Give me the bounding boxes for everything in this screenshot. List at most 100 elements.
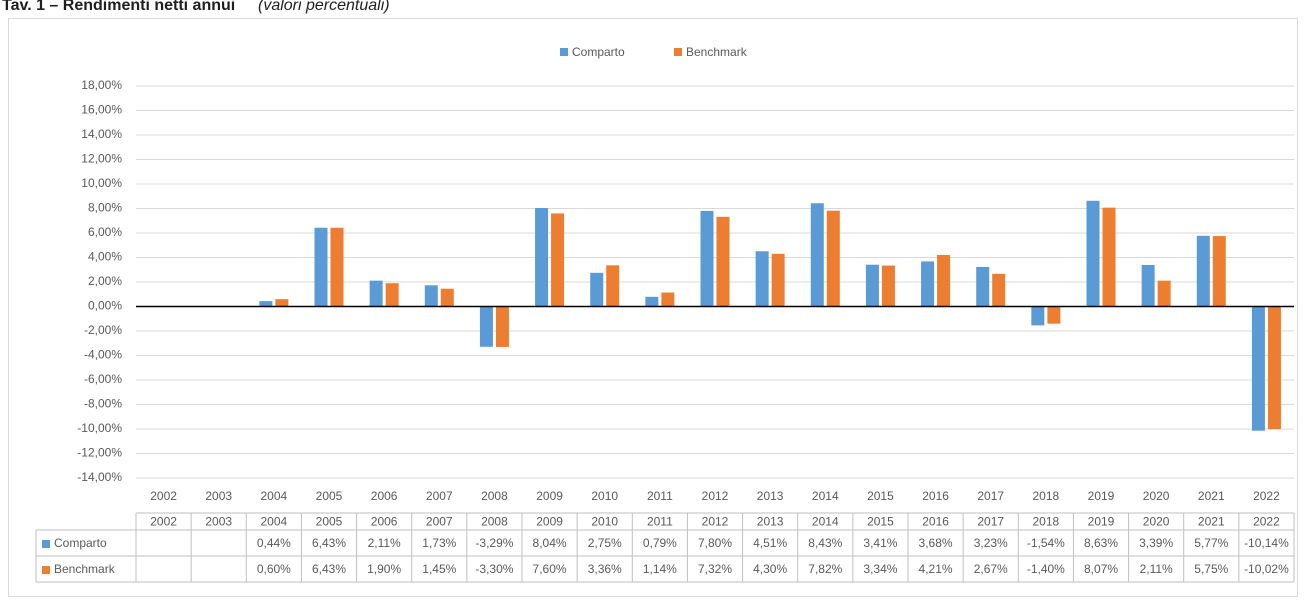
bar <box>771 253 785 307</box>
y-tick-label: 16,00% <box>81 103 122 117</box>
table-cell: 0,79% <box>643 536 677 550</box>
x-tick-label: 2019 <box>1088 489 1115 503</box>
table-row-label: Benchmark <box>54 562 116 576</box>
x-tick-label: 2020 <box>1143 489 1170 503</box>
table-header-cell: 2021 <box>1198 515 1225 529</box>
table-header-cell: 2015 <box>867 515 894 529</box>
x-tick-label: 2010 <box>591 489 618 503</box>
table-header-cell: 2017 <box>977 515 1004 529</box>
bar <box>645 296 659 307</box>
bar <box>755 251 769 307</box>
x-tick-label: 2007 <box>426 489 453 503</box>
x-tick-label: 2012 <box>702 489 729 503</box>
bar <box>992 273 1006 307</box>
x-tick-label: 2008 <box>481 489 508 503</box>
table-cell: 7,60% <box>533 562 567 576</box>
legend-swatch <box>560 48 568 56</box>
table-header-cell: 2011 <box>647 515 673 529</box>
table-header-cell: 2006 <box>371 515 398 529</box>
bar <box>424 285 438 307</box>
y-tick-label: 2,00% <box>88 274 122 288</box>
table-cell: 6,43% <box>312 536 346 550</box>
bar <box>881 265 895 307</box>
bar <box>1212 236 1226 307</box>
table-legend-swatch <box>42 540 50 548</box>
y-tick-label: -6,00% <box>84 372 122 386</box>
bar <box>1086 200 1100 307</box>
bar <box>275 299 289 307</box>
x-tick-label: 2002 <box>150 489 177 503</box>
table-cell: 8,07% <box>1084 562 1118 576</box>
bar <box>369 280 383 307</box>
bar <box>440 288 454 307</box>
table-cell: 0,60% <box>257 562 291 576</box>
x-tick-label: 2009 <box>536 489 563 503</box>
chart-subtitle: (valori percentuali) <box>258 0 390 14</box>
bar <box>590 272 604 307</box>
table-cell: 8,63% <box>1084 536 1118 550</box>
x-tick-label: 2014 <box>812 489 839 503</box>
x-tick-label: 2005 <box>316 489 343 503</box>
table-cell: 3,34% <box>863 562 897 576</box>
bar <box>937 254 951 307</box>
bar <box>606 265 620 307</box>
bar <box>1047 306 1061 324</box>
bar <box>826 210 840 307</box>
y-tick-label: 10,00% <box>81 176 122 190</box>
y-tick-label: -14,00% <box>77 470 122 484</box>
table-cell: 3,41% <box>863 536 897 550</box>
y-tick-label: 18,00% <box>81 78 122 92</box>
y-tick-label: 12,00% <box>81 152 122 166</box>
y-tick-label: -4,00% <box>84 348 122 362</box>
y-tick-label: -2,00% <box>84 323 122 337</box>
table-legend-swatch <box>42 566 50 574</box>
table-header-cell: 2003 <box>205 515 232 529</box>
table-cell: 2,11% <box>1140 562 1173 576</box>
bar <box>314 227 328 307</box>
x-tick-label: 2021 <box>1198 489 1225 503</box>
table-header-cell: 2004 <box>261 515 288 529</box>
chart-title: Tav. 1 – Rendimenti netti annui <box>2 0 235 14</box>
table-cell: 5,75% <box>1194 562 1228 576</box>
table-header-cell: 2018 <box>1033 515 1060 529</box>
x-tick-label: 2013 <box>757 489 784 503</box>
y-tick-label: 8,00% <box>88 201 122 215</box>
bar <box>1267 306 1281 430</box>
table-cell: 8,04% <box>533 536 567 550</box>
table-header-cell: 2022 <box>1253 515 1280 529</box>
bar <box>976 266 990 307</box>
bar <box>1251 306 1265 431</box>
bar <box>1102 207 1116 307</box>
bar <box>1196 235 1210 307</box>
x-tick-label: 2018 <box>1033 489 1060 503</box>
table-cell: 2,67% <box>974 562 1008 576</box>
table-cell: 4,51% <box>753 536 787 550</box>
legend-label: Comparto <box>572 45 625 59</box>
bar <box>921 261 935 307</box>
table-cell: 6,43% <box>312 562 346 576</box>
table-cell: 1,90% <box>367 562 401 576</box>
table-cell: 4,21% <box>919 562 953 576</box>
bar <box>865 264 879 307</box>
table-header-cell: 2009 <box>536 515 563 529</box>
bar <box>535 208 549 307</box>
table-cell: -10,14% <box>1244 536 1289 550</box>
table-cell: 7,32% <box>698 562 732 576</box>
y-tick-label: 4,00% <box>88 250 122 264</box>
table-header-cell: 2005 <box>316 515 343 529</box>
table-cell: -3,29% <box>475 536 513 550</box>
y-tick-label: 14,00% <box>81 127 122 141</box>
table-cell: 5,77% <box>1194 536 1228 550</box>
table-cell: 2,11% <box>368 536 401 550</box>
table-header-cell: 2010 <box>591 515 618 529</box>
table-header-cell: 2016 <box>922 515 949 529</box>
table-cell: 1,14% <box>643 562 677 576</box>
table-cell: 2,75% <box>588 536 622 550</box>
table-cell: 1,73% <box>422 536 456 550</box>
bar <box>1141 264 1155 307</box>
table-cell: 7,80% <box>698 536 732 550</box>
table-header-cell: 2007 <box>426 515 453 529</box>
table-header-cell: 2014 <box>812 515 839 529</box>
y-tick-label: -8,00% <box>84 397 122 411</box>
